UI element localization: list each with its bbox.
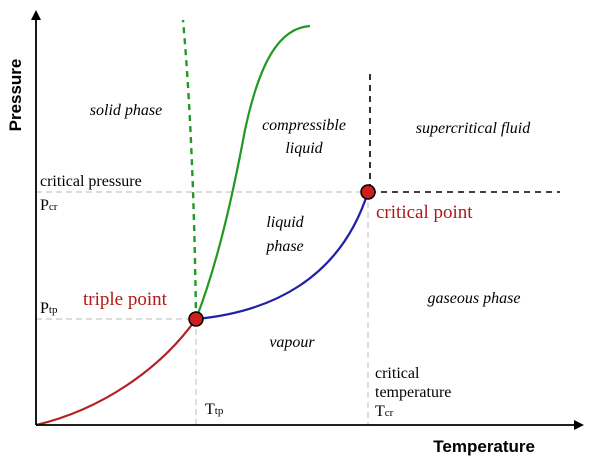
p-tp-sub: tp: [49, 304, 58, 316]
p-cr-main: P: [40, 197, 49, 214]
triple-point-label: triple point: [83, 289, 168, 310]
solid-phase-label: solid phase: [90, 102, 162, 119]
p-tp-main: P: [40, 300, 49, 317]
critical-point-label: critical point: [376, 202, 473, 223]
p-cr-label: Pcr: [40, 197, 58, 214]
liquid-phase-label-line2: phase: [265, 238, 303, 255]
critical-pressure-label: critical pressure: [40, 173, 142, 190]
p-cr-sub: cr: [49, 201, 58, 213]
t-cr-sub: cr: [385, 407, 394, 419]
t-cr-label: Tcr: [375, 403, 394, 420]
critical-point-marker: [360, 184, 376, 200]
melting-curve: [194, 24, 311, 320]
compressible-liquid-label-line1: compressible: [262, 117, 346, 134]
t-cr-main: T: [375, 403, 385, 420]
triple-point-marker: [188, 311, 204, 327]
t-tp-label: Ttp: [205, 401, 224, 418]
y-axis-title: Pressure: [6, 59, 25, 132]
x-axis-title: Temperature: [433, 437, 535, 456]
t-tp-main: T: [205, 401, 215, 418]
vapour-label: vapour: [269, 334, 315, 351]
critical-temperature-label-line1: critical: [375, 365, 420, 382]
liquid-phase-label-line1: liquid: [266, 214, 304, 231]
supercritical-fluid-label: supercritical fluid: [416, 120, 532, 137]
t-tp-sub: tp: [215, 405, 224, 417]
anomalous-melting-curve: [181, 19, 198, 320]
critical-temperature-label-line2: temperature: [375, 384, 451, 401]
gaseous-phase-label: gaseous phase: [428, 290, 521, 307]
p-tp-label: Ptp: [40, 300, 58, 317]
sublimation-curve: [35, 318, 197, 427]
vaporization-curve: [195, 191, 370, 321]
compressible-liquid-label-line2: liquid: [285, 140, 323, 157]
